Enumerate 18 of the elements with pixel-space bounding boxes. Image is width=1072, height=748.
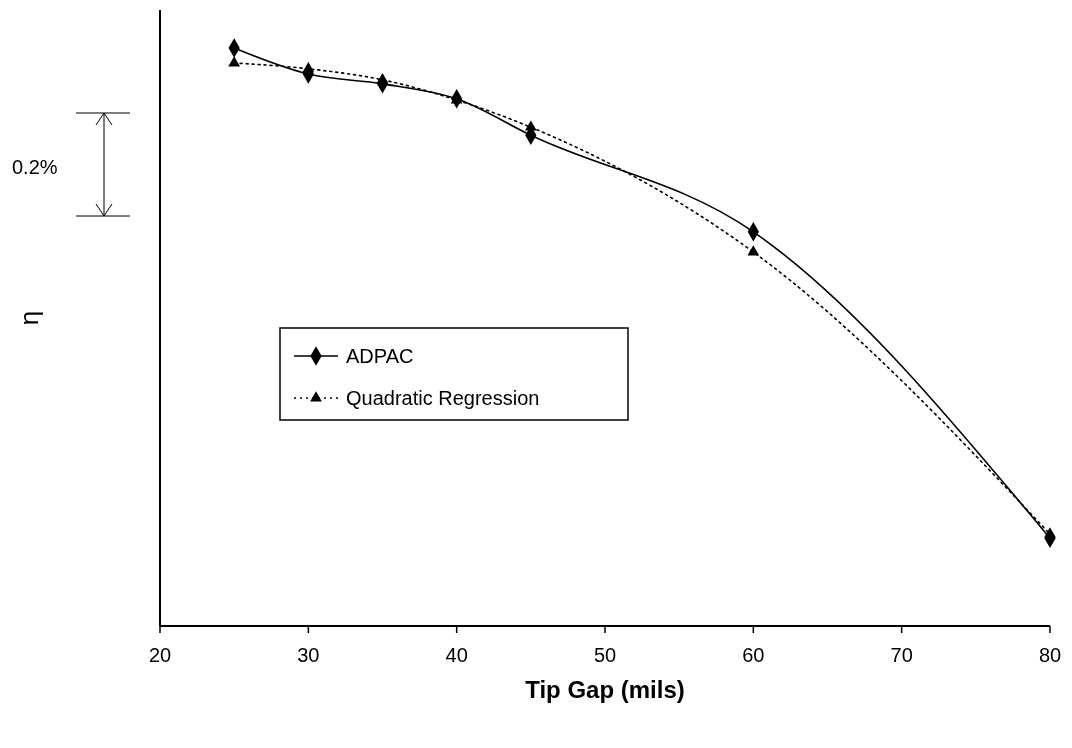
x-tick-label: 30 xyxy=(297,644,320,666)
x-tick-label: 50 xyxy=(593,644,617,666)
point xyxy=(747,245,760,256)
point xyxy=(1044,527,1056,538)
point xyxy=(376,72,389,84)
x-tick-label: 60 xyxy=(742,644,765,666)
text: 0.2% xyxy=(12,156,58,178)
point xyxy=(228,56,241,67)
point xyxy=(302,62,315,73)
x-axis-title: Tip Gap (mils) xyxy=(525,676,685,703)
point xyxy=(524,120,537,131)
x-tick-label: 70 xyxy=(890,644,913,666)
y-axis-title: η xyxy=(14,310,44,326)
x-tick-label: 40 xyxy=(445,644,468,666)
legend-label: Quadratic Regression xyxy=(346,387,540,409)
legend-label: ADPAC xyxy=(346,345,414,367)
x-tick-label: 20 xyxy=(148,644,172,666)
x-tick-label: 80 xyxy=(1038,644,1062,666)
